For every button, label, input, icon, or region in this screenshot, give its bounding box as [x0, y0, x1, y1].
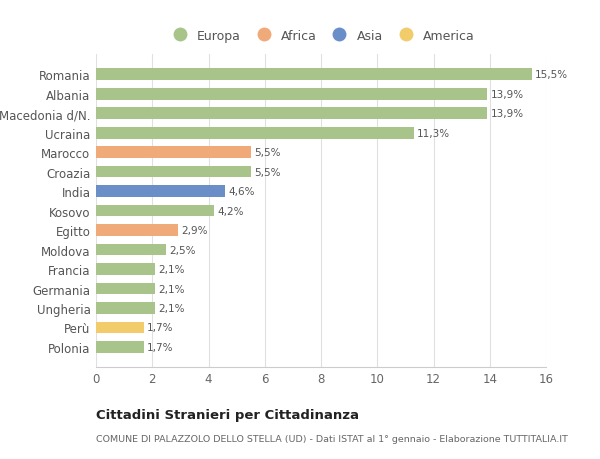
Bar: [96, 147, 251, 159]
Text: 13,9%: 13,9%: [490, 109, 523, 119]
Text: 2,5%: 2,5%: [170, 245, 196, 255]
Text: 2,1%: 2,1%: [158, 264, 185, 274]
Text: Cittadini Stranieri per Cittadinanza: Cittadini Stranieri per Cittadinanza: [96, 409, 359, 421]
Text: 1,7%: 1,7%: [147, 323, 173, 333]
Bar: [96, 186, 226, 197]
Text: COMUNE DI PALAZZOLO DELLO STELLA (UD) - Dati ISTAT al 1° gennaio - Elaborazione : COMUNE DI PALAZZOLO DELLO STELLA (UD) - …: [96, 434, 568, 443]
Text: 4,6%: 4,6%: [229, 187, 255, 197]
Text: 2,1%: 2,1%: [158, 284, 185, 294]
Bar: [96, 69, 532, 81]
Bar: [96, 302, 155, 314]
Text: 4,2%: 4,2%: [218, 206, 244, 216]
Text: 13,9%: 13,9%: [490, 90, 523, 100]
Bar: [96, 167, 251, 178]
Text: 15,5%: 15,5%: [535, 70, 568, 80]
Text: 5,5%: 5,5%: [254, 148, 281, 158]
Bar: [96, 341, 144, 353]
Bar: [96, 283, 155, 295]
Bar: [96, 263, 155, 275]
Bar: [96, 244, 166, 256]
Bar: [96, 89, 487, 101]
Bar: [96, 205, 214, 217]
Text: 1,7%: 1,7%: [147, 342, 173, 352]
Bar: [96, 128, 414, 139]
Bar: [96, 108, 487, 120]
Text: 2,1%: 2,1%: [158, 303, 185, 313]
Bar: [96, 322, 144, 334]
Legend: Europa, Africa, Asia, America: Europa, Africa, Asia, America: [164, 27, 478, 45]
Bar: [96, 225, 178, 236]
Text: 2,9%: 2,9%: [181, 225, 208, 235]
Text: 5,5%: 5,5%: [254, 167, 281, 177]
Text: 11,3%: 11,3%: [417, 129, 451, 139]
